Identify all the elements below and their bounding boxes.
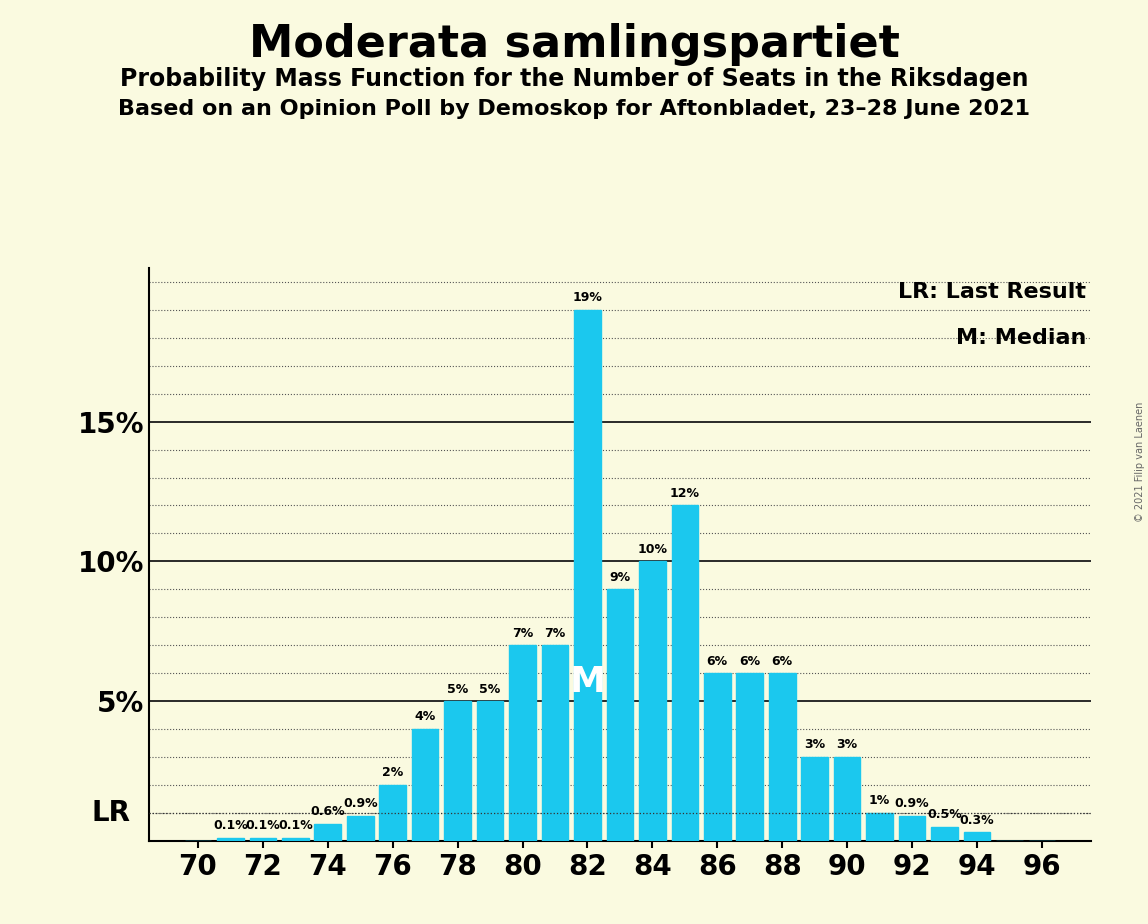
Bar xyxy=(704,674,730,841)
Text: 10%: 10% xyxy=(637,542,667,556)
Bar xyxy=(574,310,600,841)
Text: 0.9%: 0.9% xyxy=(343,797,378,810)
Text: Probability Mass Function for the Number of Seats in the Riksdagen: Probability Mass Function for the Number… xyxy=(119,67,1029,91)
Text: 5%: 5% xyxy=(447,683,468,696)
Bar xyxy=(963,833,991,841)
Bar xyxy=(672,505,698,841)
Bar xyxy=(510,645,536,841)
Bar xyxy=(606,590,634,841)
Text: 0.1%: 0.1% xyxy=(278,820,312,833)
Text: 3%: 3% xyxy=(837,738,858,751)
Text: Moderata samlingspartiet: Moderata samlingspartiet xyxy=(249,23,899,67)
Text: 12%: 12% xyxy=(669,487,700,500)
Text: LR: Last Result: LR: Last Result xyxy=(898,283,1086,302)
Bar xyxy=(476,701,503,841)
Text: 2%: 2% xyxy=(382,766,403,779)
Text: 0.3%: 0.3% xyxy=(960,814,994,827)
Text: M: M xyxy=(569,664,605,699)
Text: 9%: 9% xyxy=(610,571,630,584)
Bar xyxy=(315,824,341,841)
Bar xyxy=(801,757,828,841)
Bar xyxy=(444,701,471,841)
Bar xyxy=(769,674,796,841)
Text: 0.6%: 0.6% xyxy=(310,806,346,819)
Text: Based on an Opinion Poll by Demoskop for Aftonbladet, 23–28 June 2021: Based on an Opinion Poll by Demoskop for… xyxy=(118,99,1030,119)
Bar xyxy=(639,562,666,841)
Text: 0.5%: 0.5% xyxy=(928,808,962,821)
Bar xyxy=(412,729,439,841)
Bar xyxy=(867,813,893,841)
Bar xyxy=(347,816,373,841)
Bar xyxy=(899,816,925,841)
Text: 1%: 1% xyxy=(869,795,890,808)
Text: 3%: 3% xyxy=(804,738,825,751)
Bar xyxy=(217,838,243,841)
Bar xyxy=(379,785,406,841)
Text: 6%: 6% xyxy=(707,654,728,667)
Text: 0.1%: 0.1% xyxy=(214,820,248,833)
Text: © 2021 Filip van Laenen: © 2021 Filip van Laenen xyxy=(1135,402,1145,522)
Text: 4%: 4% xyxy=(414,711,436,723)
Text: 6%: 6% xyxy=(739,654,760,667)
Text: 19%: 19% xyxy=(573,291,603,304)
Bar xyxy=(249,838,277,841)
Text: 0.1%: 0.1% xyxy=(246,820,280,833)
Text: 0.9%: 0.9% xyxy=(894,797,930,810)
Bar xyxy=(542,645,568,841)
Bar xyxy=(737,674,763,841)
Text: 5%: 5% xyxy=(480,683,501,696)
Text: 7%: 7% xyxy=(544,626,566,639)
Bar xyxy=(931,827,957,841)
Bar xyxy=(833,757,861,841)
Text: LR: LR xyxy=(92,799,131,827)
Text: 7%: 7% xyxy=(512,626,533,639)
Bar xyxy=(282,838,309,841)
Text: 6%: 6% xyxy=(771,654,793,667)
Text: M: Median: M: Median xyxy=(955,328,1086,348)
